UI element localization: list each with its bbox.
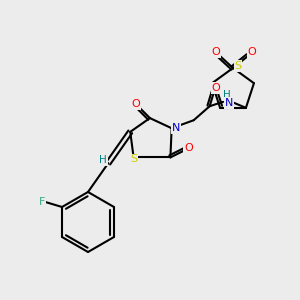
Text: S: S <box>130 154 137 164</box>
Text: H: H <box>223 90 230 100</box>
Text: O: O <box>184 143 193 153</box>
Text: N: N <box>172 123 180 133</box>
Text: O: O <box>131 99 140 109</box>
Text: O: O <box>212 83 220 93</box>
Text: H: H <box>100 155 107 165</box>
Text: O: O <box>212 47 220 57</box>
Text: O: O <box>248 47 256 57</box>
Text: S: S <box>234 61 242 71</box>
Text: F: F <box>39 197 45 207</box>
Text: N: N <box>224 98 233 108</box>
